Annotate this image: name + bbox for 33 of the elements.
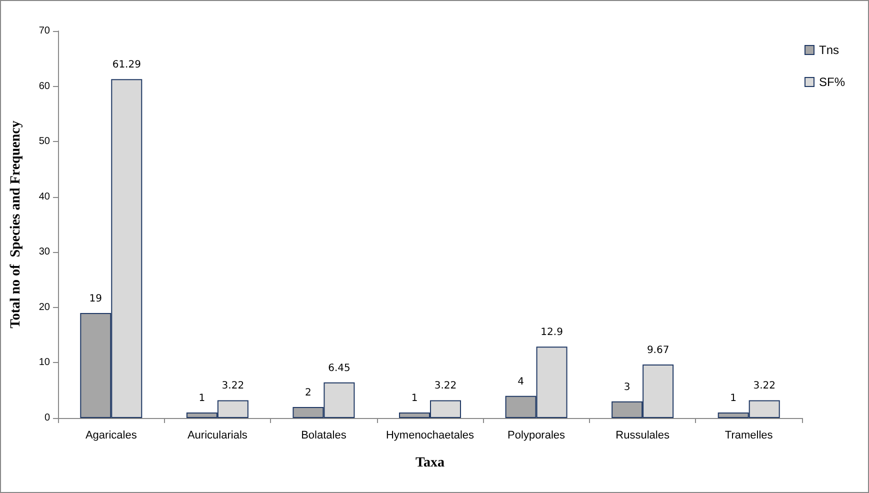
data-label: 2 [305, 387, 312, 398]
y-tick-label: 10 [38, 357, 50, 368]
y-tick-label: 30 [38, 246, 50, 258]
data-label: 4 [518, 376, 524, 388]
data-label: 3 [624, 382, 630, 393]
x-tick-label: Polyporales [508, 430, 566, 442]
data-label: 1 [411, 392, 418, 404]
data-label: 3.22 [753, 380, 776, 392]
x-tick-label: Bolatales [301, 430, 347, 442]
y-tick-label: 70 [38, 26, 50, 36]
y-tick-label: 50 [38, 136, 50, 148]
data-label: 9.67 [646, 345, 670, 356]
x-tick-label: Auricularials [187, 430, 248, 442]
x-axis-title: Taxa [415, 456, 445, 470]
data-label: 12.9 [540, 327, 563, 338]
x-tick-label: Hymenochaetales [386, 430, 475, 442]
legend-label: Tns [818, 43, 840, 57]
x-tick-label: Tramelles [724, 430, 774, 442]
y-tick-label: 20 [38, 302, 50, 313]
legend-label: SF% [818, 75, 846, 89]
data-label: 3.22 [434, 380, 457, 392]
x-tick-label: Agaricales [85, 430, 138, 442]
y-tick-label: 40 [38, 191, 50, 202]
y-axis-title: Total no of Species and Frequency [8, 120, 24, 328]
data-label: 19 [89, 293, 102, 304]
data-label: 1 [730, 392, 737, 404]
data-label: 3.22 [222, 380, 244, 392]
y-tick-label: 0 [44, 412, 50, 424]
data-label: 1 [198, 392, 206, 404]
data-label: 61.29 [112, 60, 141, 71]
data-label: 6.45 [328, 362, 350, 374]
x-tick-label: Russulales [616, 430, 670, 442]
y-tick-label: 60 [38, 80, 50, 92]
